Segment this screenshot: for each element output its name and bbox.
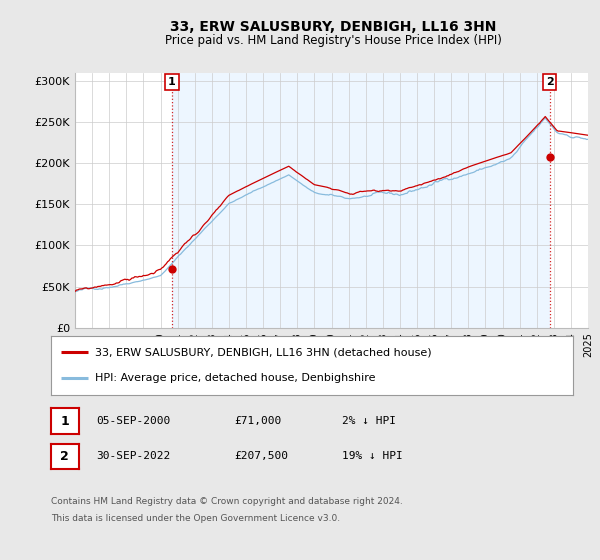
Text: 19% ↓ HPI: 19% ↓ HPI [342, 451, 403, 461]
Text: 2: 2 [61, 450, 69, 463]
Text: 33, ERW SALUSBURY, DENBIGH, LL16 3HN: 33, ERW SALUSBURY, DENBIGH, LL16 3HN [170, 20, 496, 34]
Text: 2% ↓ HPI: 2% ↓ HPI [342, 416, 396, 426]
Text: Contains HM Land Registry data © Crown copyright and database right 2024.: Contains HM Land Registry data © Crown c… [51, 497, 403, 506]
Text: 1: 1 [168, 77, 176, 87]
Text: HPI: Average price, detached house, Denbighshire: HPI: Average price, detached house, Denb… [95, 374, 376, 384]
Text: Price paid vs. HM Land Registry's House Price Index (HPI): Price paid vs. HM Land Registry's House … [164, 34, 502, 46]
Text: 2: 2 [545, 77, 553, 87]
Text: £71,000: £71,000 [234, 416, 281, 426]
Text: 33, ERW SALUSBURY, DENBIGH, LL16 3HN (detached house): 33, ERW SALUSBURY, DENBIGH, LL16 3HN (de… [95, 347, 432, 357]
Text: 05-SEP-2000: 05-SEP-2000 [96, 416, 170, 426]
Text: 30-SEP-2022: 30-SEP-2022 [96, 451, 170, 461]
Text: £207,500: £207,500 [234, 451, 288, 461]
Bar [172, 73, 550, 328]
Text: 1: 1 [61, 414, 69, 428]
Text: This data is licensed under the Open Government Licence v3.0.: This data is licensed under the Open Gov… [51, 514, 340, 522]
